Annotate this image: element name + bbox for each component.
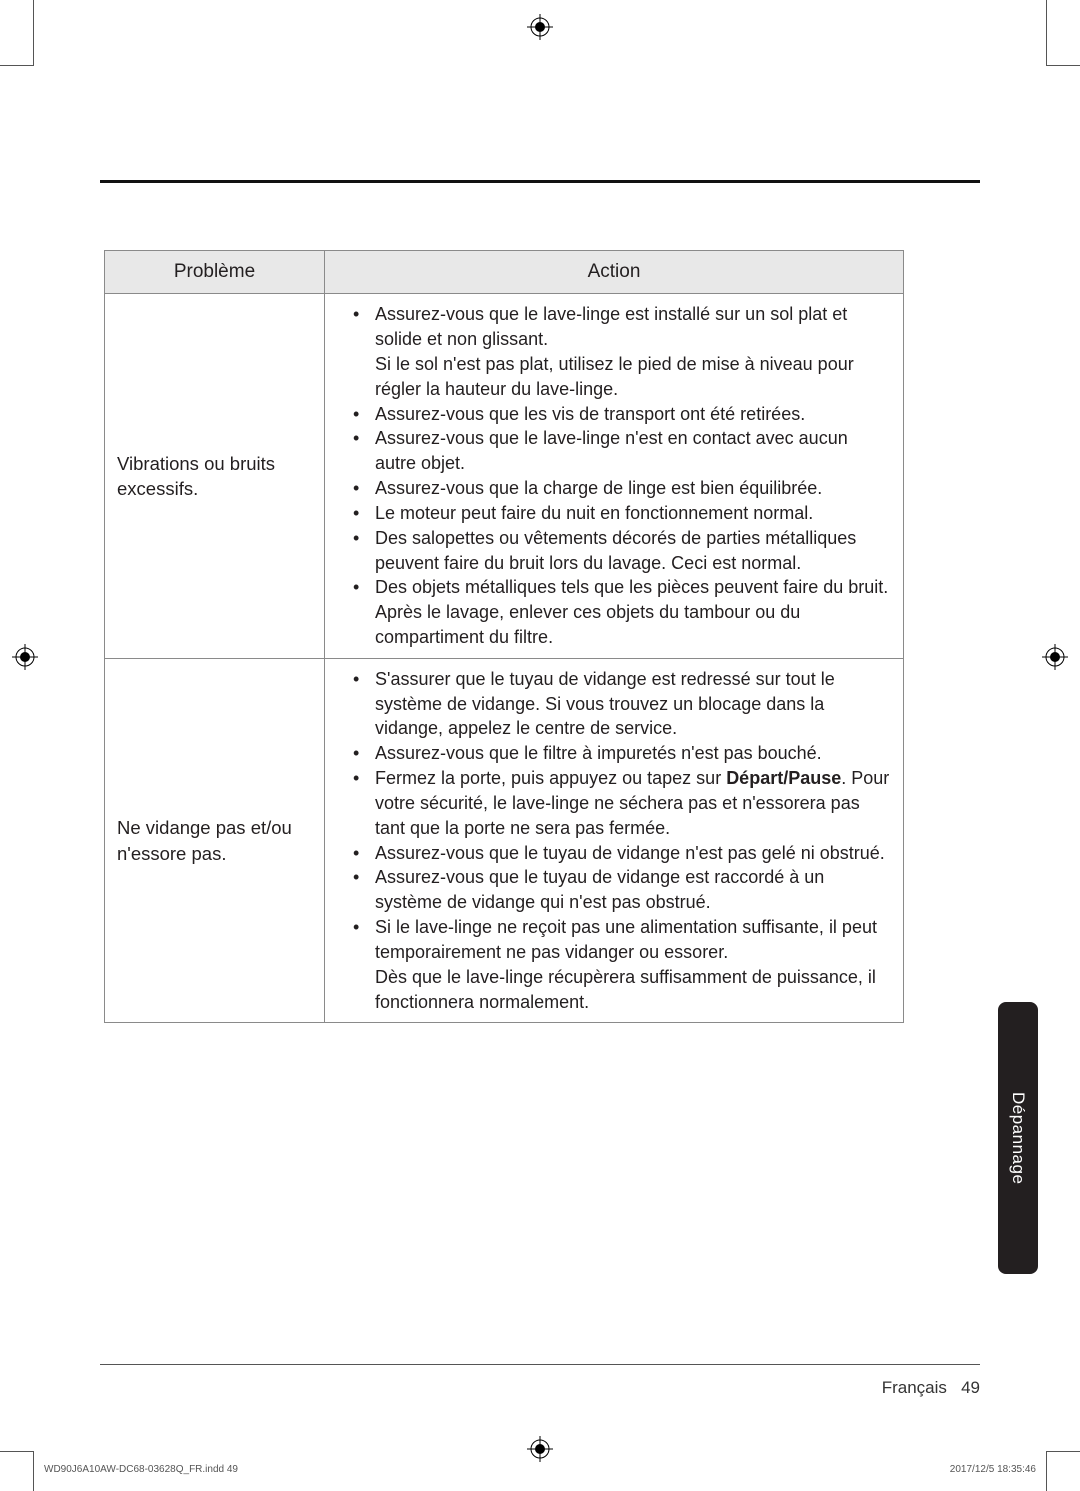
registration-mark-top-icon	[527, 14, 553, 45]
list-item: Fermez la porte, puis appuyez ou tapez s…	[353, 766, 893, 840]
footer-page-number: 49	[961, 1378, 980, 1397]
troubleshooting-table: Problème Action Vibrations ou bruits exc…	[104, 250, 904, 1023]
registration-mark-bottom-icon	[527, 1436, 553, 1467]
list-item-subtext: Si le sol n'est pas plat, utilisez le pi…	[375, 352, 893, 402]
list-item: Assurez-vous que le lave-linge n'est en …	[353, 426, 893, 476]
crop-mark-top-left	[0, 0, 34, 66]
main-content: Problème Action Vibrations ou bruits exc…	[100, 180, 980, 1023]
table-row: Vibrations ou bruits excessifs. Assurez-v…	[105, 294, 904, 659]
list-item: Assurez-vous que la charge de linge est …	[353, 476, 893, 501]
registration-mark-right-icon	[1042, 644, 1068, 675]
page: Problème Action Vibrations ou bruits exc…	[0, 0, 1080, 1491]
table-row: Ne vidange pas et/ou n'essore pas. S'assu…	[105, 658, 904, 1023]
list-item: Si le lave-linge ne reçoit pas une alime…	[353, 915, 893, 1014]
list-item: Assurez-vous que les vis de transport on…	[353, 402, 893, 427]
section-tab: Dépannage	[998, 1002, 1038, 1274]
list-item: Assurez-vous que le tuyau de vidange est…	[353, 865, 893, 915]
list-item: Des objets métalliques tels que les pièc…	[353, 575, 893, 649]
list-item: Assurez-vous que le lave-linge est insta…	[353, 302, 893, 401]
list-item: Assurez-vous que le filtre à impuretés n…	[353, 741, 893, 766]
crop-mark-bottom-right	[1046, 1451, 1080, 1491]
registration-mark-left-icon	[12, 644, 38, 675]
col-header-problem: Problème	[105, 251, 325, 294]
list-item-subtext: Dès que le lave-linge récupèrera suffisa…	[375, 965, 893, 1015]
action-cell: Assurez-vous que le lave-linge est insta…	[325, 294, 904, 659]
print-slug-timestamp: 2017/12/5 18:35:46	[950, 1464, 1036, 1475]
crop-mark-top-right	[1046, 0, 1080, 66]
list-item: Des salopettes ou vêtements décorés de p…	[353, 526, 893, 576]
footer-language: Français	[882, 1378, 947, 1397]
problem-cell: Ne vidange pas et/ou n'essore pas.	[105, 658, 325, 1023]
list-item: Assurez-vous que le tuyau de vidange n'e…	[353, 841, 893, 866]
problem-cell: Vibrations ou bruits excessifs.	[105, 294, 325, 659]
table-body: Vibrations ou bruits excessifs. Assurez-v…	[105, 294, 904, 1023]
section-tab-label: Dépannage	[1008, 1092, 1028, 1184]
action-list: Assurez-vous que le lave-linge est insta…	[333, 302, 893, 650]
col-header-action: Action	[325, 251, 904, 294]
action-list: S'assurer que le tuyau de vidange est re…	[333, 667, 893, 1015]
action-cell: S'assurer que le tuyau de vidange est re…	[325, 658, 904, 1023]
list-item: Le moteur peut faire du nuit en fonction…	[353, 501, 893, 526]
print-slug-filename: WD90J6A10AW-DC68-03628Q_FR.indd 49	[44, 1464, 238, 1475]
page-footer: Français 49	[100, 1378, 980, 1398]
list-item: S'assurer que le tuyau de vidange est re…	[353, 667, 893, 741]
horizontal-rule-bottom	[100, 1364, 980, 1365]
crop-mark-bottom-left	[0, 1451, 34, 1491]
